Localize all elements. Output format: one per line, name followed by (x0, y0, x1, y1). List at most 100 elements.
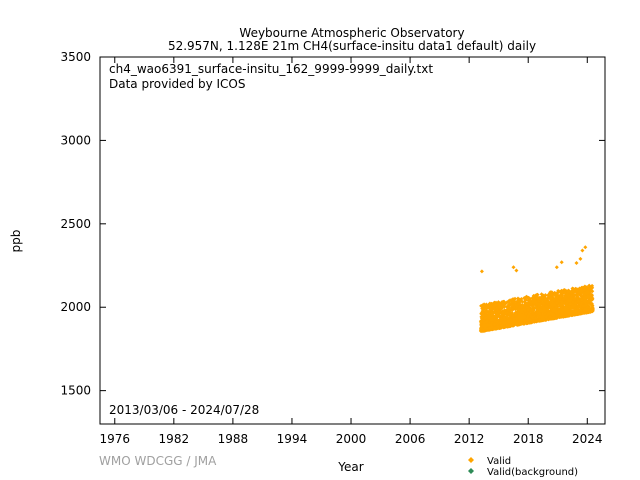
data-point (493, 326, 498, 331)
data-point (525, 308, 530, 313)
data-point (582, 288, 587, 293)
data-point (533, 316, 538, 321)
data-point (479, 269, 484, 274)
data-point (517, 297, 522, 302)
data-point (558, 289, 563, 294)
data-point (554, 265, 559, 270)
data-point (563, 310, 568, 315)
y-axis: 1500 2000 2500 3000 3500 (60, 50, 605, 398)
data-point (576, 305, 581, 310)
data-point (548, 299, 553, 304)
data-point (537, 303, 542, 308)
data-point (484, 319, 489, 324)
data-point (481, 304, 486, 309)
data-point (589, 286, 594, 291)
legend-label-valid: Valid (487, 456, 511, 467)
data-point (527, 300, 532, 304)
data-point (556, 312, 560, 316)
data-point (520, 307, 525, 312)
data-point (565, 292, 570, 297)
data-point (501, 304, 506, 309)
data-point (526, 295, 531, 300)
data-point (513, 312, 518, 316)
data-point (525, 305, 530, 310)
legend-item-valid: Valid (468, 456, 511, 467)
data-point (484, 302, 489, 307)
data-point (567, 304, 572, 309)
x-axis: 1976 1982 1988 1994 2000 2006 2012 2018 2024 (99, 57, 603, 446)
data-point (566, 310, 571, 315)
data-point (508, 298, 513, 303)
data-point (563, 312, 568, 317)
data-point (546, 317, 551, 322)
data-point (518, 322, 523, 326)
chart-subtitle: 52.957N, 1.128E 21m CH4(surface-insitu d… (168, 39, 536, 53)
data-point (585, 305, 590, 310)
data-point (562, 290, 567, 295)
data-point (560, 301, 565, 306)
data-point (506, 319, 511, 324)
data-point (535, 295, 540, 300)
y-tick-label: 2000 (60, 300, 91, 314)
data-points (478, 245, 595, 334)
data-point (555, 300, 560, 305)
data-point (564, 304, 569, 309)
data-point (554, 308, 558, 313)
data-point (557, 314, 562, 319)
data-point (570, 305, 575, 310)
data-point (565, 301, 570, 306)
data-point (497, 309, 502, 314)
data-point (493, 310, 497, 315)
data-point (583, 245, 588, 250)
legend-label-valid-background: Valid(background) (487, 467, 578, 478)
data-point (506, 308, 511, 313)
x-tick-label: 1976 (99, 432, 130, 446)
data-point (537, 318, 542, 323)
data-point (551, 316, 556, 321)
data-point (516, 301, 520, 306)
data-point (547, 305, 552, 309)
data-point (566, 288, 571, 293)
data-point (492, 322, 497, 327)
data-point (484, 310, 489, 315)
legend-marker-valid (468, 457, 474, 463)
data-point (546, 311, 551, 316)
data-point (504, 311, 509, 316)
y-tick-label: 1500 (60, 384, 91, 398)
data-point (483, 315, 488, 320)
data-point (573, 312, 578, 317)
data-point (571, 309, 576, 314)
data-point (538, 314, 543, 319)
data-point (579, 289, 584, 294)
data-point (487, 314, 491, 319)
data-point (549, 311, 554, 316)
data-point (568, 295, 573, 300)
data-point (479, 326, 484, 331)
date-range-label: 2013/03/06 - 2024/07/28 (109, 403, 259, 417)
x-axis-label: Year (337, 460, 363, 474)
data-point (543, 296, 548, 301)
data-point (559, 260, 564, 265)
data-point (507, 323, 511, 328)
data-point (584, 310, 589, 315)
data-point (552, 298, 557, 303)
data-point (508, 315, 513, 320)
legend-marker-valid-background (468, 468, 474, 474)
y-tick-label: 3000 (60, 133, 91, 147)
data-point (582, 295, 587, 300)
data-point (543, 312, 547, 317)
data-point (531, 293, 536, 298)
data-point (511, 265, 516, 270)
y-tick-label: 3500 (60, 50, 91, 64)
data-point (478, 319, 483, 324)
data-point (576, 299, 581, 304)
x-tick-label: 2024 (572, 432, 603, 446)
credit-text: WMO WDCGG / JMA (99, 454, 217, 468)
data-point (525, 321, 530, 325)
data-point (491, 301, 496, 306)
data-point (578, 311, 583, 316)
data-point (542, 307, 547, 312)
data-point (530, 304, 535, 309)
data-point (514, 268, 519, 273)
